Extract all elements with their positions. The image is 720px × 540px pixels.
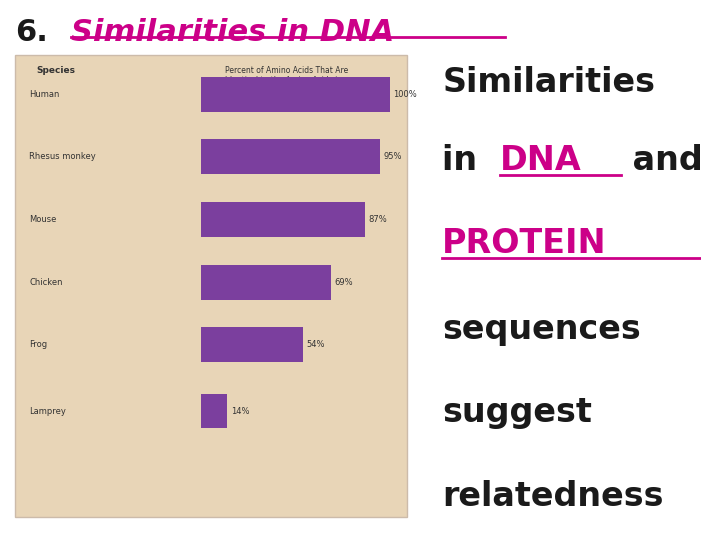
Text: relatedness: relatedness <box>442 480 664 512</box>
FancyBboxPatch shape <box>15 55 408 517</box>
Text: Similarities: Similarities <box>442 66 655 99</box>
Text: Similarities in DNA: Similarities in DNA <box>71 17 395 46</box>
Text: Mouse: Mouse <box>30 215 57 224</box>
Text: 54%: 54% <box>306 340 325 349</box>
Text: Chicken: Chicken <box>30 278 63 287</box>
Text: suggest: suggest <box>442 396 592 429</box>
FancyBboxPatch shape <box>201 202 365 237</box>
Text: Lamprey: Lamprey <box>30 407 66 415</box>
FancyBboxPatch shape <box>201 265 331 300</box>
Text: Human: Human <box>30 90 60 99</box>
FancyBboxPatch shape <box>201 394 228 428</box>
Text: Species: Species <box>37 66 76 75</box>
Text: 87%: 87% <box>369 215 387 224</box>
Text: in: in <box>442 144 489 177</box>
FancyBboxPatch shape <box>201 77 390 112</box>
Text: PROTEIN: PROTEIN <box>442 227 607 260</box>
Text: sequences: sequences <box>442 313 641 346</box>
Text: Frog: Frog <box>30 340 48 349</box>
Text: and: and <box>621 144 702 177</box>
Text: 6.: 6. <box>15 17 48 46</box>
Text: Rhesus monkey: Rhesus monkey <box>30 152 96 161</box>
Text: 95%: 95% <box>384 152 402 161</box>
FancyBboxPatch shape <box>201 327 303 362</box>
Text: 100%: 100% <box>393 90 417 99</box>
Text: 69%: 69% <box>335 278 354 287</box>
Text: 14%: 14% <box>230 407 249 415</box>
Text: DNA: DNA <box>500 144 581 177</box>
Text: Percent of Amino Acids That Are
Identical to the Amino Acids in a
Human Hemoglob: Percent of Amino Acids That Are Identica… <box>225 66 350 96</box>
FancyBboxPatch shape <box>201 139 380 174</box>
